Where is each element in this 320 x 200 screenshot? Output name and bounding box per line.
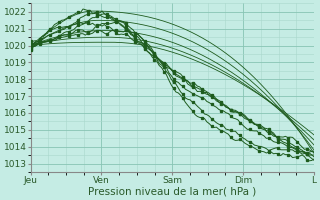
X-axis label: Pression niveau de la mer( hPa ): Pression niveau de la mer( hPa )	[88, 187, 256, 197]
